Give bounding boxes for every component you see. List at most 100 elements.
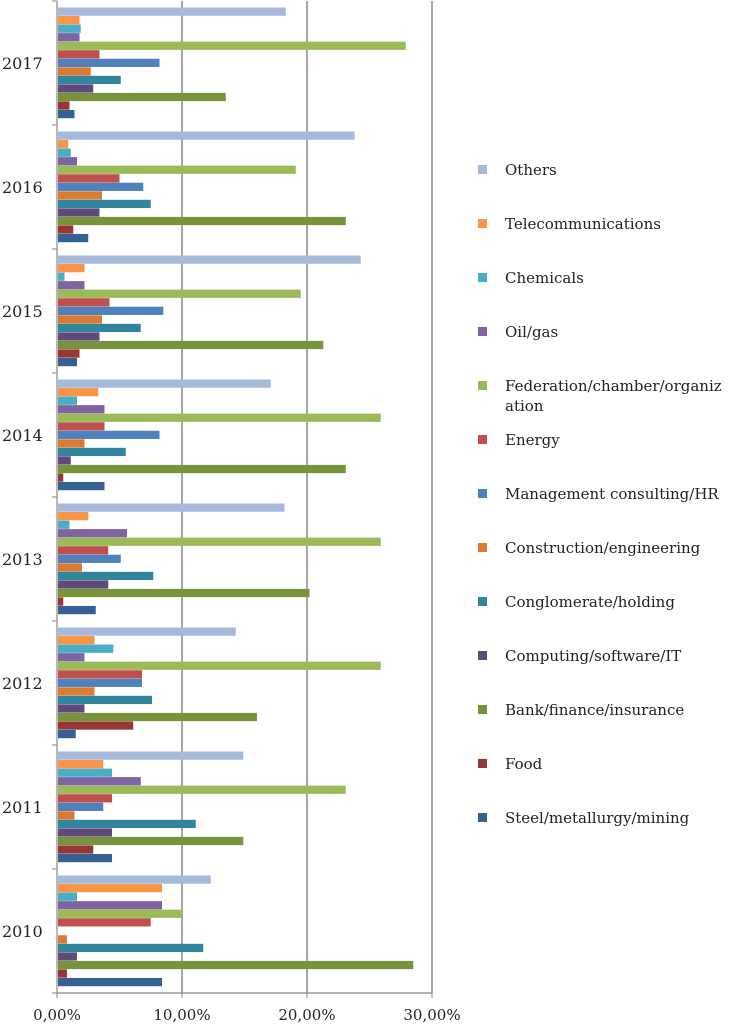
x-tick-label: 10,00% (153, 1006, 210, 1024)
bar (58, 315, 102, 324)
y-tick-label: 2016 (2, 178, 43, 197)
legend-label: Conglomerate/holding (505, 593, 675, 611)
bar (58, 101, 70, 110)
bar (58, 456, 71, 465)
bar (58, 588, 310, 598)
legend-label: Others (505, 161, 557, 179)
legend-item: Bank/finance/insurance (478, 700, 730, 720)
bar (58, 512, 89, 521)
bar (58, 563, 82, 572)
bar (58, 233, 89, 243)
bar (58, 777, 141, 786)
bar (58, 413, 381, 422)
bar (58, 605, 96, 615)
bar (58, 678, 142, 687)
bar (58, 918, 151, 927)
legend-swatch (478, 705, 487, 714)
bar (58, 828, 112, 837)
legend-swatch (478, 219, 487, 228)
bar (58, 41, 406, 50)
bar (58, 580, 109, 589)
legend-item: Others (478, 160, 730, 180)
bar (58, 597, 64, 606)
y-tick-label: 2014 (2, 426, 43, 445)
bar (58, 529, 127, 538)
bar (58, 943, 204, 953)
legend-swatch (478, 543, 487, 552)
bar (58, 75, 121, 85)
bar (58, 909, 182, 918)
bar (58, 255, 361, 264)
y-tick-label: 2011 (2, 798, 43, 817)
bar (58, 298, 110, 307)
bar (58, 208, 100, 217)
legend-label: Computing/software/IT (505, 647, 682, 665)
y-tick-label: 2012 (2, 674, 43, 693)
legend-swatch (478, 327, 487, 336)
bar (58, 306, 164, 315)
legend-item: Steel/metallurgy/mining (478, 808, 730, 828)
legend-label: Food (505, 755, 543, 773)
bar (58, 977, 162, 987)
bar (58, 884, 162, 893)
bar (58, 84, 94, 93)
bar (58, 627, 236, 636)
bar (58, 405, 105, 414)
bar (58, 92, 226, 102)
bar (58, 819, 196, 829)
x-tick-label: 0,00% (33, 1006, 81, 1024)
bar (58, 7, 286, 16)
legend-label: Bank/finance/insurance (505, 701, 685, 719)
bar (58, 935, 67, 944)
y-tick-label: 2013 (2, 550, 43, 569)
bar (58, 16, 80, 25)
y-tick-label: 2015 (2, 302, 43, 321)
bar (58, 289, 301, 298)
bar (58, 537, 381, 546)
bar (58, 264, 85, 273)
bar (58, 272, 65, 281)
bar (58, 33, 80, 42)
bar (58, 661, 381, 670)
legend-swatch (478, 435, 487, 444)
bar (58, 811, 75, 820)
bar (58, 422, 105, 431)
bar (58, 695, 152, 705)
bar (58, 24, 81, 33)
bar (58, 969, 67, 978)
legend-label: Federation/chamber/organization (505, 377, 722, 415)
legend-swatch (478, 381, 487, 390)
bar (58, 785, 346, 794)
bar (58, 729, 76, 739)
bar (58, 396, 77, 405)
bar (58, 340, 324, 350)
y-tick-label: 2010 (2, 922, 43, 941)
legend-item: Construction/engineering (478, 538, 730, 558)
bar (58, 636, 95, 645)
bar (58, 216, 346, 226)
bar (58, 751, 244, 760)
bar (58, 439, 85, 448)
bar (58, 281, 85, 290)
bar (58, 67, 91, 76)
bar (58, 109, 75, 119)
legend-item: Food (478, 754, 730, 774)
bar (58, 199, 151, 209)
legend-swatch (478, 759, 487, 768)
bar (58, 131, 355, 140)
bar (58, 332, 100, 341)
bar (58, 875, 211, 884)
bar (58, 760, 104, 769)
bar (58, 481, 105, 491)
bar (58, 952, 77, 961)
legend-swatch (478, 597, 487, 606)
bar (58, 520, 70, 529)
bar (58, 554, 121, 563)
legend-label: Management consulting/HR (505, 485, 719, 503)
bar (58, 140, 69, 149)
bar (58, 704, 85, 713)
bar (58, 174, 120, 183)
legend-item: Management consulting/HR (478, 484, 730, 504)
bar (58, 892, 77, 901)
